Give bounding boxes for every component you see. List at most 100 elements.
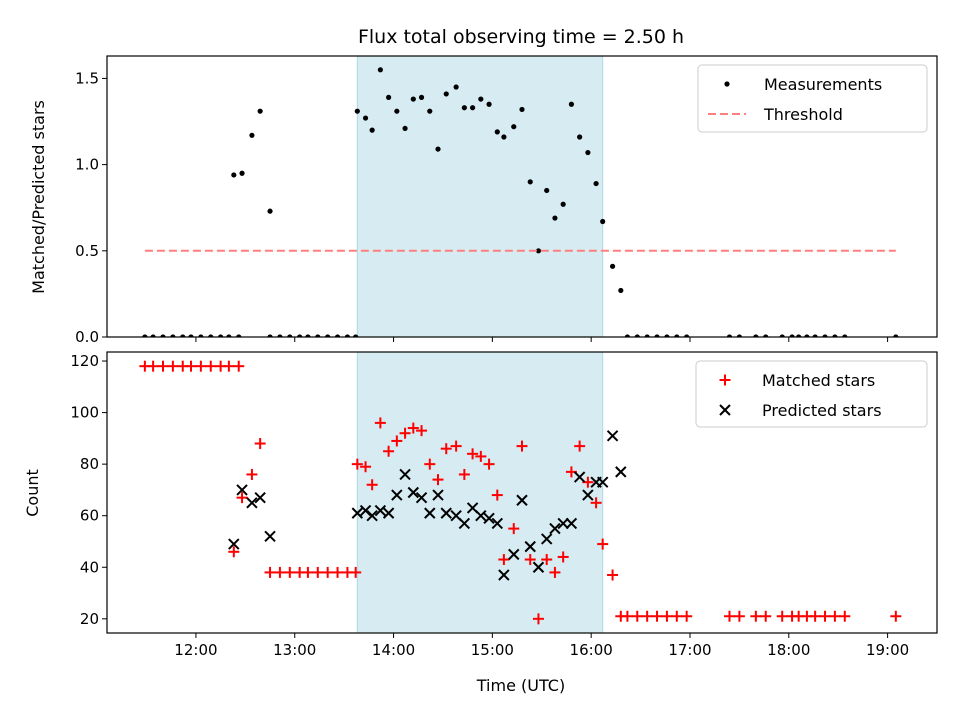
- top-series-0-point-16: [267, 334, 273, 337]
- top-series-0-point-76: [832, 334, 838, 337]
- top-series-0-point-17: [277, 334, 283, 337]
- bottom-series-0-point-38: [458, 468, 470, 480]
- bottom-series-1-point-7: [366, 509, 378, 522]
- bottom-series-0-point-16: [274, 566, 286, 578]
- x-tick-label-2: 14:00: [372, 641, 415, 659]
- top-series-0-point-68: [753, 334, 759, 337]
- bottom-series-0-point-44: [508, 523, 520, 535]
- top-series-0-point-41: [478, 96, 484, 102]
- top-series-0-point-45: [511, 124, 517, 130]
- bottom-series-0-point-36: [440, 443, 452, 455]
- bottom-series-0-point-20: [312, 566, 324, 578]
- bottom-series-0-point-77: [890, 610, 902, 622]
- top-series-0-point-73: [804, 334, 810, 337]
- top-series-0-point-14: [257, 108, 263, 114]
- top-series-0-point-35: [427, 108, 433, 114]
- x-tick-label-0: 12:00: [174, 641, 217, 659]
- bottom-series-1-point-36: [606, 430, 619, 442]
- bottom-series-1-point-37: [615, 466, 627, 478]
- top-series-0-point-23: [334, 334, 341, 337]
- top-series-0-point-2: [160, 334, 166, 337]
- top-series-0-point-50: [552, 215, 558, 221]
- bottom-series-0-point-59: [631, 610, 643, 622]
- bottom-series-1-point-14: [424, 507, 436, 519]
- bottom-series-0-point-49: [549, 566, 561, 578]
- bottom-series-0-point-11: [228, 546, 240, 558]
- bottom-series-0-point-45: [516, 440, 528, 452]
- top-y-axis-label: Matched/Predicted stars: [29, 100, 48, 294]
- top-series-0-point-47: [527, 179, 533, 185]
- top-y-tick-label-0: 0.0: [75, 328, 99, 346]
- top-legend-label-0: Measurements: [764, 75, 882, 94]
- top-series-0-point-29: [377, 67, 383, 73]
- bottom-series-1-point-0: [228, 538, 240, 550]
- top-series-0-point-34: [418, 94, 425, 100]
- top-series-0-point-66: [726, 334, 733, 337]
- bottom-series-1-point-10: [391, 489, 403, 501]
- top-series-0-point-77: [842, 334, 848, 337]
- bottom-series-0-point-40: [475, 450, 487, 462]
- bottom-series-0-point-39: [467, 448, 479, 460]
- bottom-series-1-point-6: [359, 504, 372, 517]
- bottom-series-1-point-3: [254, 491, 266, 504]
- bottom-series-1-point-26: [524, 540, 536, 553]
- bottom-series-0-point-50: [557, 551, 569, 563]
- bottom-series-0-point-75: [829, 610, 841, 622]
- bottom-series-1-point-22: [491, 517, 504, 530]
- bottom-series-0-point-33: [416, 425, 428, 437]
- top-series-0-point-1: [150, 334, 156, 337]
- bottom-series-0-point-52: [574, 440, 586, 452]
- bottom-series-1-point-24: [508, 548, 520, 561]
- top-series-0-point-55: [593, 180, 599, 187]
- top-series-0-point-9: [226, 334, 232, 337]
- top-series-0-point-7: [208, 334, 214, 337]
- bottom-series-1-point-21: [483, 512, 495, 524]
- bottom-series-1-point-32: [573, 471, 586, 483]
- bottom-series-0-point-47: [532, 613, 544, 625]
- bottom-series-0-point-17: [284, 566, 296, 578]
- bottom-series-0-point-58: [621, 610, 633, 622]
- top-series-0-point-64: [674, 334, 680, 337]
- top-series-0-point-43: [494, 129, 500, 135]
- bottom-series-0-point-3: [167, 360, 179, 372]
- top-series-0-point-49: [544, 187, 550, 194]
- top-series-0-point-32: [402, 125, 408, 132]
- top-series-0-point-72: [796, 334, 802, 337]
- bottom-axes-frame: [106, 351, 938, 634]
- top-series-0-point-62: [654, 334, 660, 337]
- top-series-0-point-42: [486, 101, 492, 107]
- bottom-legend-swatch-1: [719, 404, 731, 416]
- bottom-series-0-point-74: [819, 610, 831, 622]
- bottom-series-0-point-22: [332, 566, 344, 578]
- top-legend-swatch-0: [724, 81, 730, 87]
- top-series-0-point-13: [249, 132, 255, 138]
- bottom-series-0-point-66: [733, 610, 745, 622]
- bottom-series-0-point-41: [483, 458, 495, 470]
- bottom-series-0-point-54: [590, 497, 602, 509]
- bottom-series-0-point-73: [809, 610, 821, 622]
- bottom-plot-area: [139, 360, 902, 625]
- top-series-0-point-52: [568, 101, 575, 107]
- bottom-series-1-point-20: [475, 509, 487, 522]
- top-series-0-point-63: [664, 334, 670, 337]
- bottom-series-0-point-32: [407, 422, 419, 434]
- top-series-0-point-30: [386, 94, 392, 100]
- top-series-0-point-27: [362, 115, 369, 121]
- bottom-series-1-point-23: [498, 569, 510, 581]
- bottom-series-1-point-4: [264, 530, 276, 543]
- bottom-series-0-point-15: [264, 566, 276, 578]
- top-series-0-point-44: [501, 134, 507, 140]
- bottom-series-0-point-26: [360, 461, 372, 473]
- top-series-0-point-61: [644, 334, 650, 337]
- x-tick-label-1: 13:00: [273, 641, 316, 659]
- top-series-0-point-69: [763, 334, 769, 337]
- top-series-0-point-26: [354, 108, 360, 114]
- top-series-0-point-48: [535, 248, 542, 254]
- bottom-series-1-point-31: [565, 517, 578, 530]
- top-series-0-point-74: [812, 334, 818, 337]
- top-series-0-point-59: [624, 334, 630, 337]
- top-series-0-point-12: [239, 170, 245, 176]
- top-series-0-point-20: [305, 334, 311, 337]
- top-series-0-point-51: [560, 201, 566, 207]
